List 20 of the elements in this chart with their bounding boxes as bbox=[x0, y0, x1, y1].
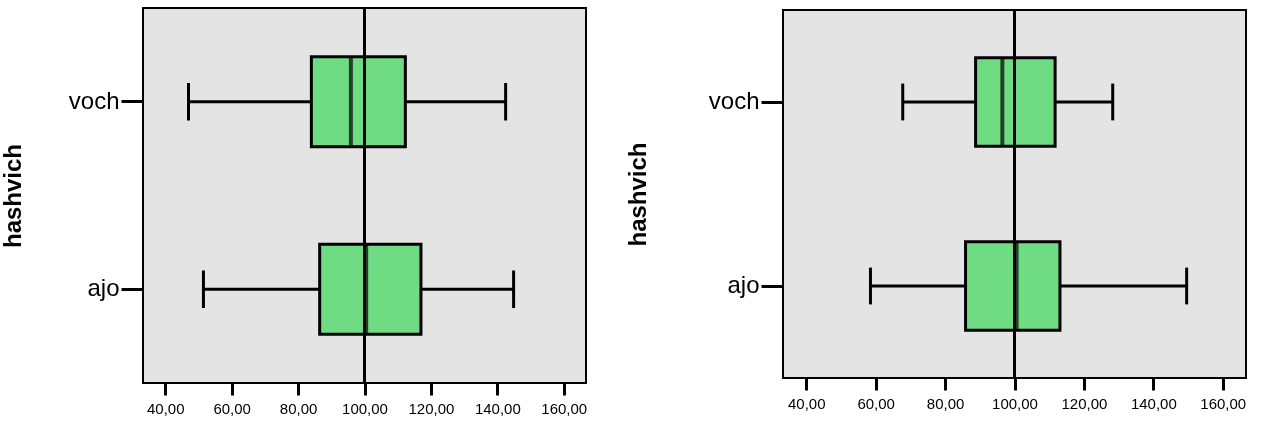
x-tick-label: 140,00 bbox=[474, 399, 521, 417]
y-tick-label: voch bbox=[708, 87, 760, 114]
x-tick-label: 120,00 bbox=[408, 399, 455, 417]
x-tick-label: 80,00 bbox=[926, 394, 965, 412]
x-tick-label: 60,00 bbox=[213, 399, 251, 417]
y-axis-title: hashvich bbox=[623, 142, 651, 247]
x-tick-label: 100,00 bbox=[992, 394, 1038, 412]
x-tick-label: 80,00 bbox=[279, 399, 318, 417]
x-tick-label: 160,00 bbox=[541, 399, 588, 417]
x-tick-label: 160,00 bbox=[1200, 394, 1247, 412]
y-tick-label: ajo bbox=[87, 274, 120, 302]
x-tick-label: 140,00 bbox=[1130, 394, 1177, 412]
y-tick-label: ajo bbox=[727, 271, 760, 298]
y-axis-title: hashvich bbox=[0, 143, 26, 249]
x-tick-label: 100,00 bbox=[342, 399, 388, 417]
x-tick-label: 60,00 bbox=[857, 394, 895, 412]
y-tick-label: voch bbox=[68, 86, 120, 114]
x-tick-label: 120,00 bbox=[1061, 394, 1108, 412]
x-tick-label: 40,00 bbox=[787, 394, 826, 412]
x-tick-label: 40,00 bbox=[146, 399, 185, 417]
